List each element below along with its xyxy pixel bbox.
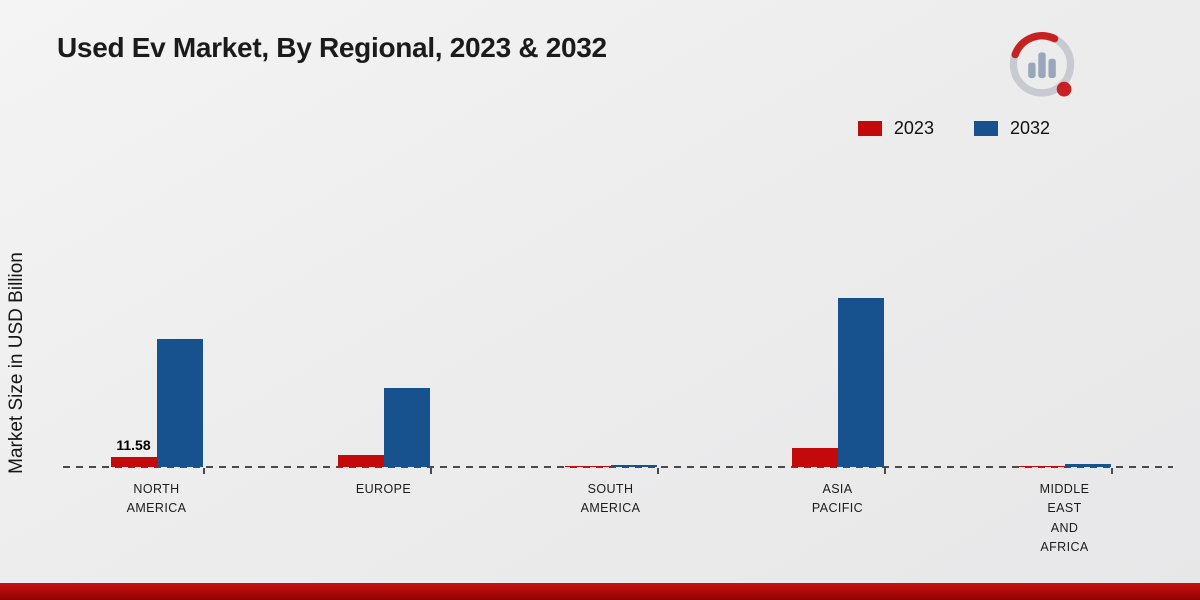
brand-logo (996, 22, 1088, 114)
footer-band (0, 583, 1200, 600)
legend-label: 2032 (1009, 118, 1050, 138)
x-axis-tick (656, 468, 659, 474)
x-axis-tick (202, 468, 205, 474)
bar-2023-north-america (110, 457, 157, 467)
bar-2032-middle-east-and-africa (1064, 464, 1111, 467)
category-label: ASIA PACIFIC (811, 482, 864, 516)
legend-label: 2023 (893, 118, 934, 138)
bar-value-label: 11.58 (116, 437, 151, 453)
x-axis-tick (429, 468, 432, 474)
brand-logo-graphic (1009, 32, 1075, 97)
x-axis-tick (1110, 468, 1113, 474)
bar-2023-middle-east-and-africa (1018, 466, 1065, 467)
bar-2023-asia-pacific (791, 448, 838, 467)
bar-2032-europe (383, 388, 430, 467)
zero-axis-line (63, 466, 1173, 468)
bar-2023-south-america (564, 466, 611, 467)
category-label: EUROPE (355, 482, 412, 496)
bar-2032-asia-pacific (837, 298, 884, 467)
bar-2032-north-america (156, 339, 203, 467)
category-label: NORTH AMERICA (126, 482, 187, 516)
legend-swatch (973, 121, 998, 136)
bar-2023-europe (337, 455, 384, 467)
legend: 2023 2032 (857, 118, 1050, 139)
chart-title: Used Ev Market, By Regional, 2023 & 2032 (57, 32, 607, 63)
legend-item-2032: 2032 (973, 118, 1050, 139)
bar-2032-south-america (610, 465, 657, 467)
plot-area: NORTH AMERICA EUROPE SOUTH AMERICA ASIA PAC… (43, 267, 1178, 554)
y-axis-label: Market Size in USD Billion (6, 252, 27, 474)
legend-item-2023: 2023 (857, 118, 934, 139)
legend-swatch (857, 121, 882, 136)
category-label: SOUTH AMERICA (580, 482, 641, 516)
category-label: MIDDLE EAST AND AFRICA (1039, 482, 1090, 555)
x-axis-tick (883, 468, 886, 474)
